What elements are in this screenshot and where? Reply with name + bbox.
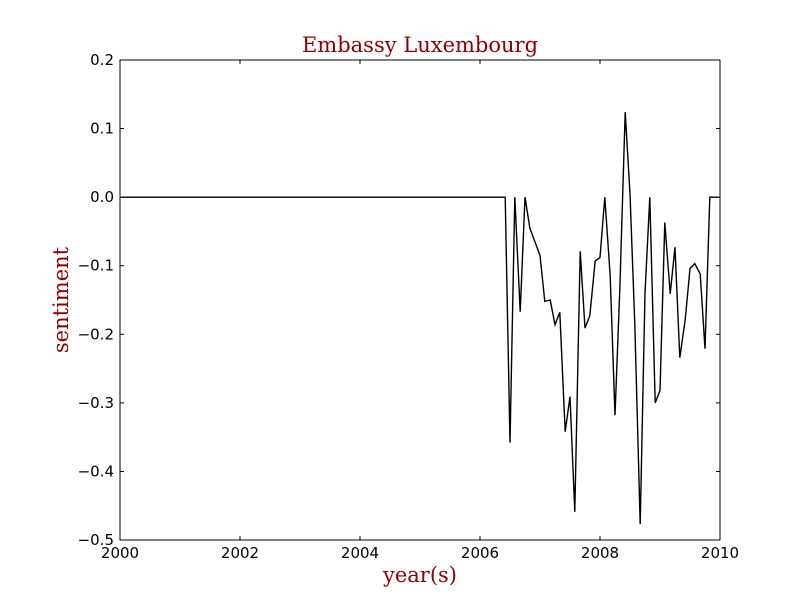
y-axis: 0.2 0.1 0.0 −0.1 −0.2 −0.3 −0.4 −0.5 <box>78 51 720 549</box>
x-axis: 2000 2002 2004 2006 2008 2010 <box>101 60 739 562</box>
x-tick-label: 2002 <box>221 544 259 562</box>
plot-area: 2000 2002 2004 2006 2008 2010 0.2 0.1 0.0 −0.1 −0… <box>78 51 740 562</box>
sentiment-series-line <box>120 112 720 525</box>
x-tick-label: 2008 <box>581 544 619 562</box>
y-tick-label: −0.5 <box>78 531 114 549</box>
plot-frame <box>119 59 721 541</box>
y-tick-label: −0.4 <box>78 462 114 480</box>
y-tick-label: −0.2 <box>78 325 114 343</box>
x-tick-label: 2004 <box>341 544 379 562</box>
y-tick-label: −0.3 <box>78 394 114 412</box>
chart-title: Embassy Luxembourg <box>302 33 538 57</box>
x-tick-label: 2006 <box>461 544 499 562</box>
x-axis-title: year(s) <box>382 563 457 587</box>
y-tick-label: 0.0 <box>90 188 114 206</box>
y-tick-label: 0.2 <box>90 51 114 69</box>
y-tick-label: 0.1 <box>90 120 114 138</box>
x-tick-label: 2000 <box>101 544 139 562</box>
y-axis-title: sentiment <box>49 246 73 353</box>
y-tick-label: −0.1 <box>78 257 114 275</box>
x-tick-label: 2010 <box>701 544 739 562</box>
